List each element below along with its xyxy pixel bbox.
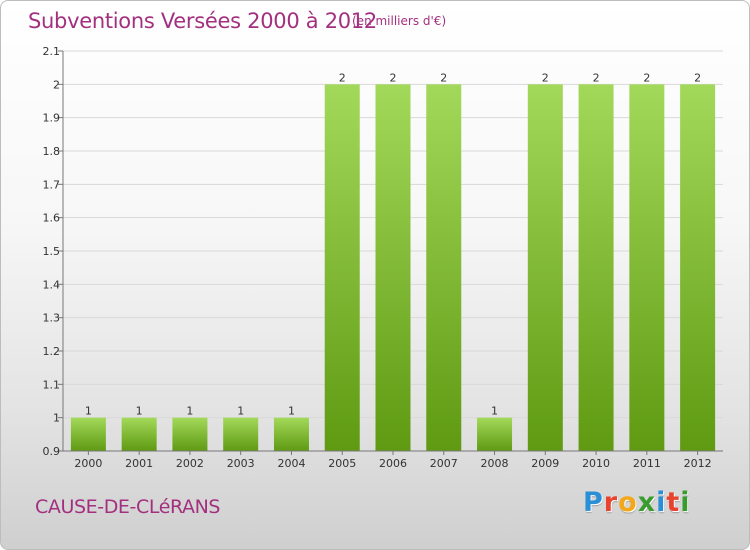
- bar-value-label: 1: [186, 405, 193, 418]
- y-tick-label: 1.8: [43, 145, 61, 158]
- x-tick-label: 2010: [582, 457, 610, 470]
- bar-2002: [172, 417, 208, 451]
- y-tick-label: 1.1: [43, 378, 61, 391]
- chart-title: Subventions Versées 2000 à 2012: [28, 9, 377, 33]
- x-tick-label: 2001: [125, 457, 153, 470]
- logo-letter: i: [680, 487, 691, 518]
- logo-letter: P: [583, 487, 604, 518]
- x-tick-label: 2009: [531, 457, 559, 470]
- bar-value-label: 1: [237, 405, 244, 418]
- bar-2004: [273, 417, 309, 451]
- x-tick-label: 2000: [74, 457, 102, 470]
- x-tick-label: 2004: [277, 457, 305, 470]
- x-tick-label: 2011: [633, 457, 661, 470]
- bar-value-label: 2: [339, 71, 346, 84]
- bar-value-label: 2: [542, 71, 549, 84]
- y-tick-label: 1.2: [43, 345, 61, 358]
- proxiti-logo: Proxiti: [583, 487, 691, 518]
- bar-2008: [477, 417, 513, 451]
- bar-value-label: 1: [85, 405, 92, 418]
- y-tick-label: 1.4: [43, 278, 61, 291]
- bar-2007: [426, 84, 462, 451]
- y-tick-label: 1: [53, 412, 60, 425]
- y-tick-label: 2: [53, 78, 60, 91]
- bar-2000: [70, 417, 106, 451]
- bar-2009: [527, 84, 563, 451]
- bar-2001: [121, 417, 157, 451]
- x-tick-label: 2008: [481, 457, 509, 470]
- bar-value-label: 2: [643, 71, 650, 84]
- y-tick-label: 1.7: [43, 178, 61, 191]
- x-tick-label: 2006: [379, 457, 407, 470]
- bar-value-label: 2: [390, 71, 397, 84]
- logo-letter: o: [618, 487, 638, 518]
- y-tick-label: 1.6: [43, 212, 61, 225]
- x-tick-label: 2002: [176, 457, 204, 470]
- bar-value-label: 2: [440, 71, 447, 84]
- bar-value-label: 1: [491, 405, 498, 418]
- logo-letter: t: [666, 487, 681, 518]
- bars: 1 1 1 1 1 2 2 2 1 2 2 2 2: [70, 71, 716, 451]
- y-tick-label: 0.9: [43, 445, 61, 458]
- bar-value-label: 2: [593, 71, 600, 84]
- bar-value-label: 2: [694, 71, 701, 84]
- bar-value-label: 1: [288, 405, 295, 418]
- logo-letter: i: [656, 487, 667, 518]
- logo-letter: x: [637, 487, 657, 518]
- bar-value-label: 1: [136, 405, 143, 418]
- x-tick-label: 2005: [328, 457, 356, 470]
- bar-2011: [629, 84, 665, 451]
- y-tick-label: 1.3: [43, 312, 61, 325]
- axes: 0.9 1 1.1 1.2 1.3 1.4 1.5 1.6 1.7 1.8 1.9 2 2.1 2000 2…: [43, 45, 723, 470]
- bar-2003: [223, 417, 259, 451]
- x-tick-label: 2012: [684, 457, 712, 470]
- y-tick-label: 1.5: [43, 245, 61, 258]
- bar-2005: [324, 84, 360, 451]
- bar-2006: [375, 84, 411, 451]
- x-tick-label: 2003: [227, 457, 255, 470]
- x-tick-label: 2007: [430, 457, 458, 470]
- commune-name: CAUSE-DE-CLéRANS: [35, 496, 221, 518]
- y-tick-label: 1.9: [43, 112, 61, 125]
- unit-note: (en milliers d'€): [352, 14, 447, 28]
- bar-2012: [680, 84, 716, 451]
- bar-2010: [578, 84, 614, 451]
- logo-letter: r: [603, 487, 619, 518]
- y-tick-label: 2.1: [43, 45, 61, 58]
